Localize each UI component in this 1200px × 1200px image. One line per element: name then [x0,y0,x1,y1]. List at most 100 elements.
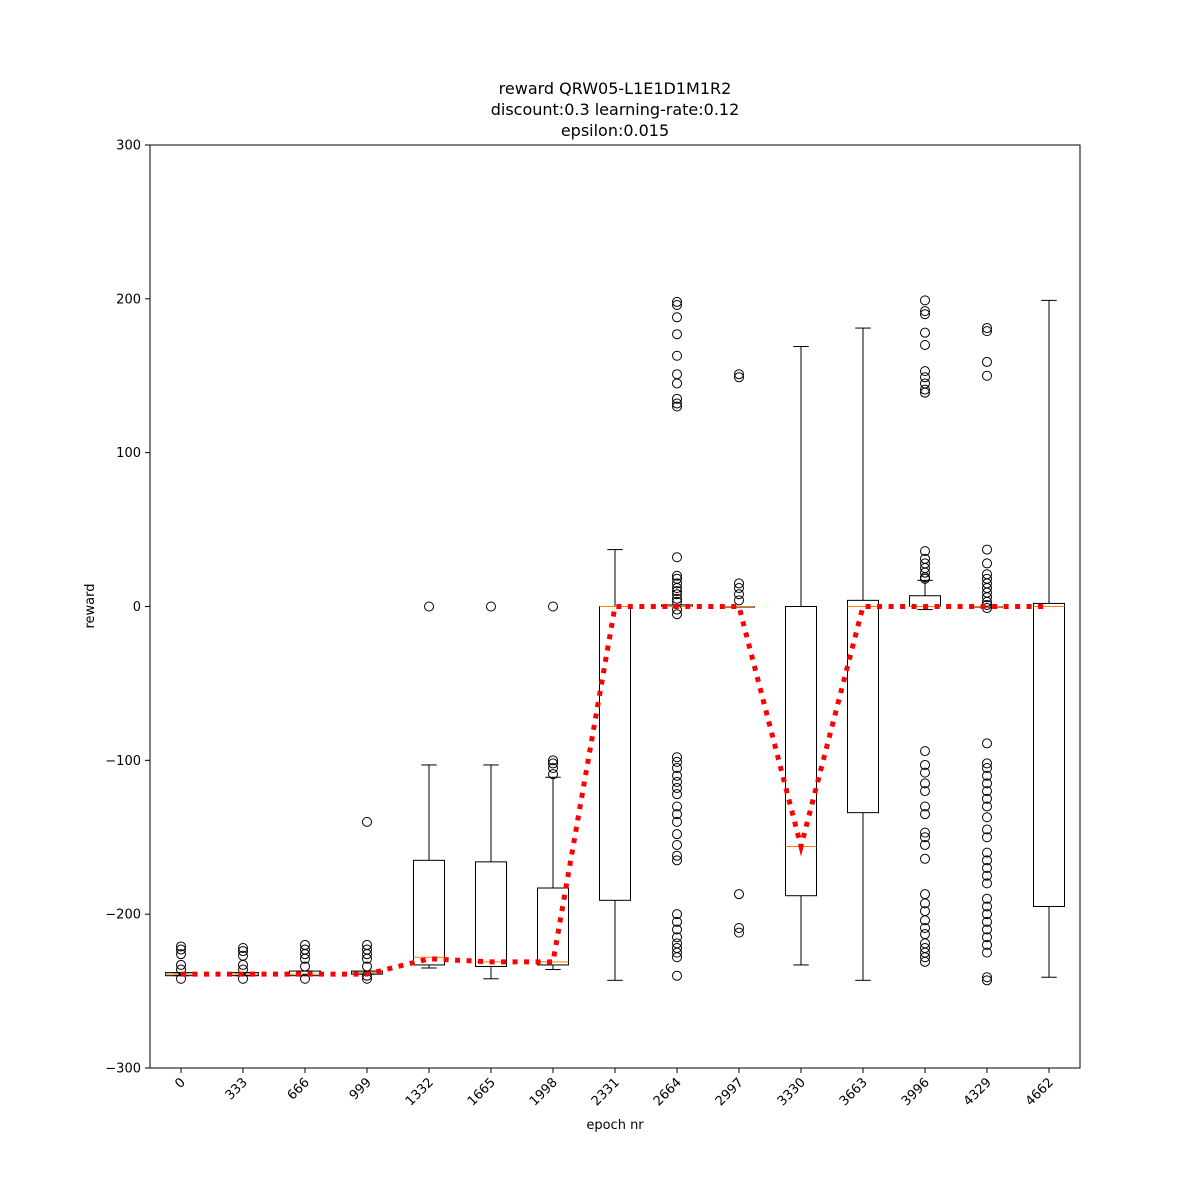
chart-title-line-2: discount:0.3 learning-rate:0.12 [491,100,740,119]
flier [982,778,992,789]
box-body [413,859,445,966]
flier [672,763,682,774]
flier [672,329,682,340]
flier [176,944,186,955]
y-tick-label: 200 [116,292,141,307]
flier [672,801,682,812]
flier [982,847,992,858]
flier [982,870,992,881]
flier [982,812,992,823]
flier [920,832,930,843]
box-3663 [847,327,879,981]
flier [672,932,682,943]
flier [920,309,930,320]
flier [672,393,682,404]
flier [920,956,930,967]
flier [176,941,186,952]
flier [672,770,682,781]
box-body [785,606,817,897]
flier [734,578,744,589]
flier [982,878,992,889]
flier [982,893,992,904]
flier [982,596,992,607]
flier [672,952,682,963]
plot-area [165,295,1065,986]
flier [734,583,744,594]
flier [176,959,186,970]
flier [672,299,682,310]
flier [672,829,682,840]
flier [672,552,682,563]
flier [920,384,930,395]
flier [982,801,992,812]
flier [920,801,930,812]
flier [238,959,248,970]
x-axis-label: epoch nr [586,1118,644,1133]
flier [920,778,930,789]
flier [672,783,682,794]
flier [362,953,372,964]
flier [362,970,372,981]
flier [548,601,558,612]
flier [548,758,558,769]
y-axis-label: reward [83,583,98,628]
flier [300,961,310,972]
flier [238,946,248,957]
flier [920,327,930,338]
flier [920,915,930,926]
flier [982,356,992,367]
flier [672,855,682,866]
flier [982,832,992,843]
flier [672,398,682,409]
flier [982,758,992,769]
flier [672,850,682,861]
flier [982,323,992,334]
box-2997 [723,369,755,938]
y-tick-label: 0 [133,600,141,615]
flier [982,763,992,774]
flier [486,601,496,612]
flier [734,595,744,606]
flier [672,296,682,307]
box-2331 [599,549,631,981]
flier [920,573,930,584]
flier [424,601,434,612]
flier [672,970,682,981]
flier [982,786,992,797]
flier [734,889,744,900]
flier [672,756,682,767]
flier [548,755,558,766]
flier [672,909,682,920]
flier [982,558,992,569]
flier [672,839,682,850]
mean-line [181,604,1049,977]
y-tick-label: −200 [105,908,141,923]
flier [920,366,930,377]
flier [982,901,992,912]
flier [672,586,682,597]
flier [920,767,930,778]
box-2664 [661,296,693,981]
flier [982,326,992,337]
flier [920,372,930,383]
flier [920,759,930,770]
flier [920,853,930,864]
flier [982,863,992,874]
flier [672,401,682,412]
flier [920,786,930,797]
flier [672,312,682,323]
flier [920,295,930,306]
flier [672,609,682,620]
flier [920,567,930,578]
flier [982,947,992,958]
flier [238,943,248,954]
flier [672,578,682,589]
flier [734,927,744,938]
flier [672,924,682,935]
flier [672,378,682,389]
flier [920,339,930,350]
flier [734,369,744,380]
flier [920,746,930,757]
flier [982,909,992,920]
